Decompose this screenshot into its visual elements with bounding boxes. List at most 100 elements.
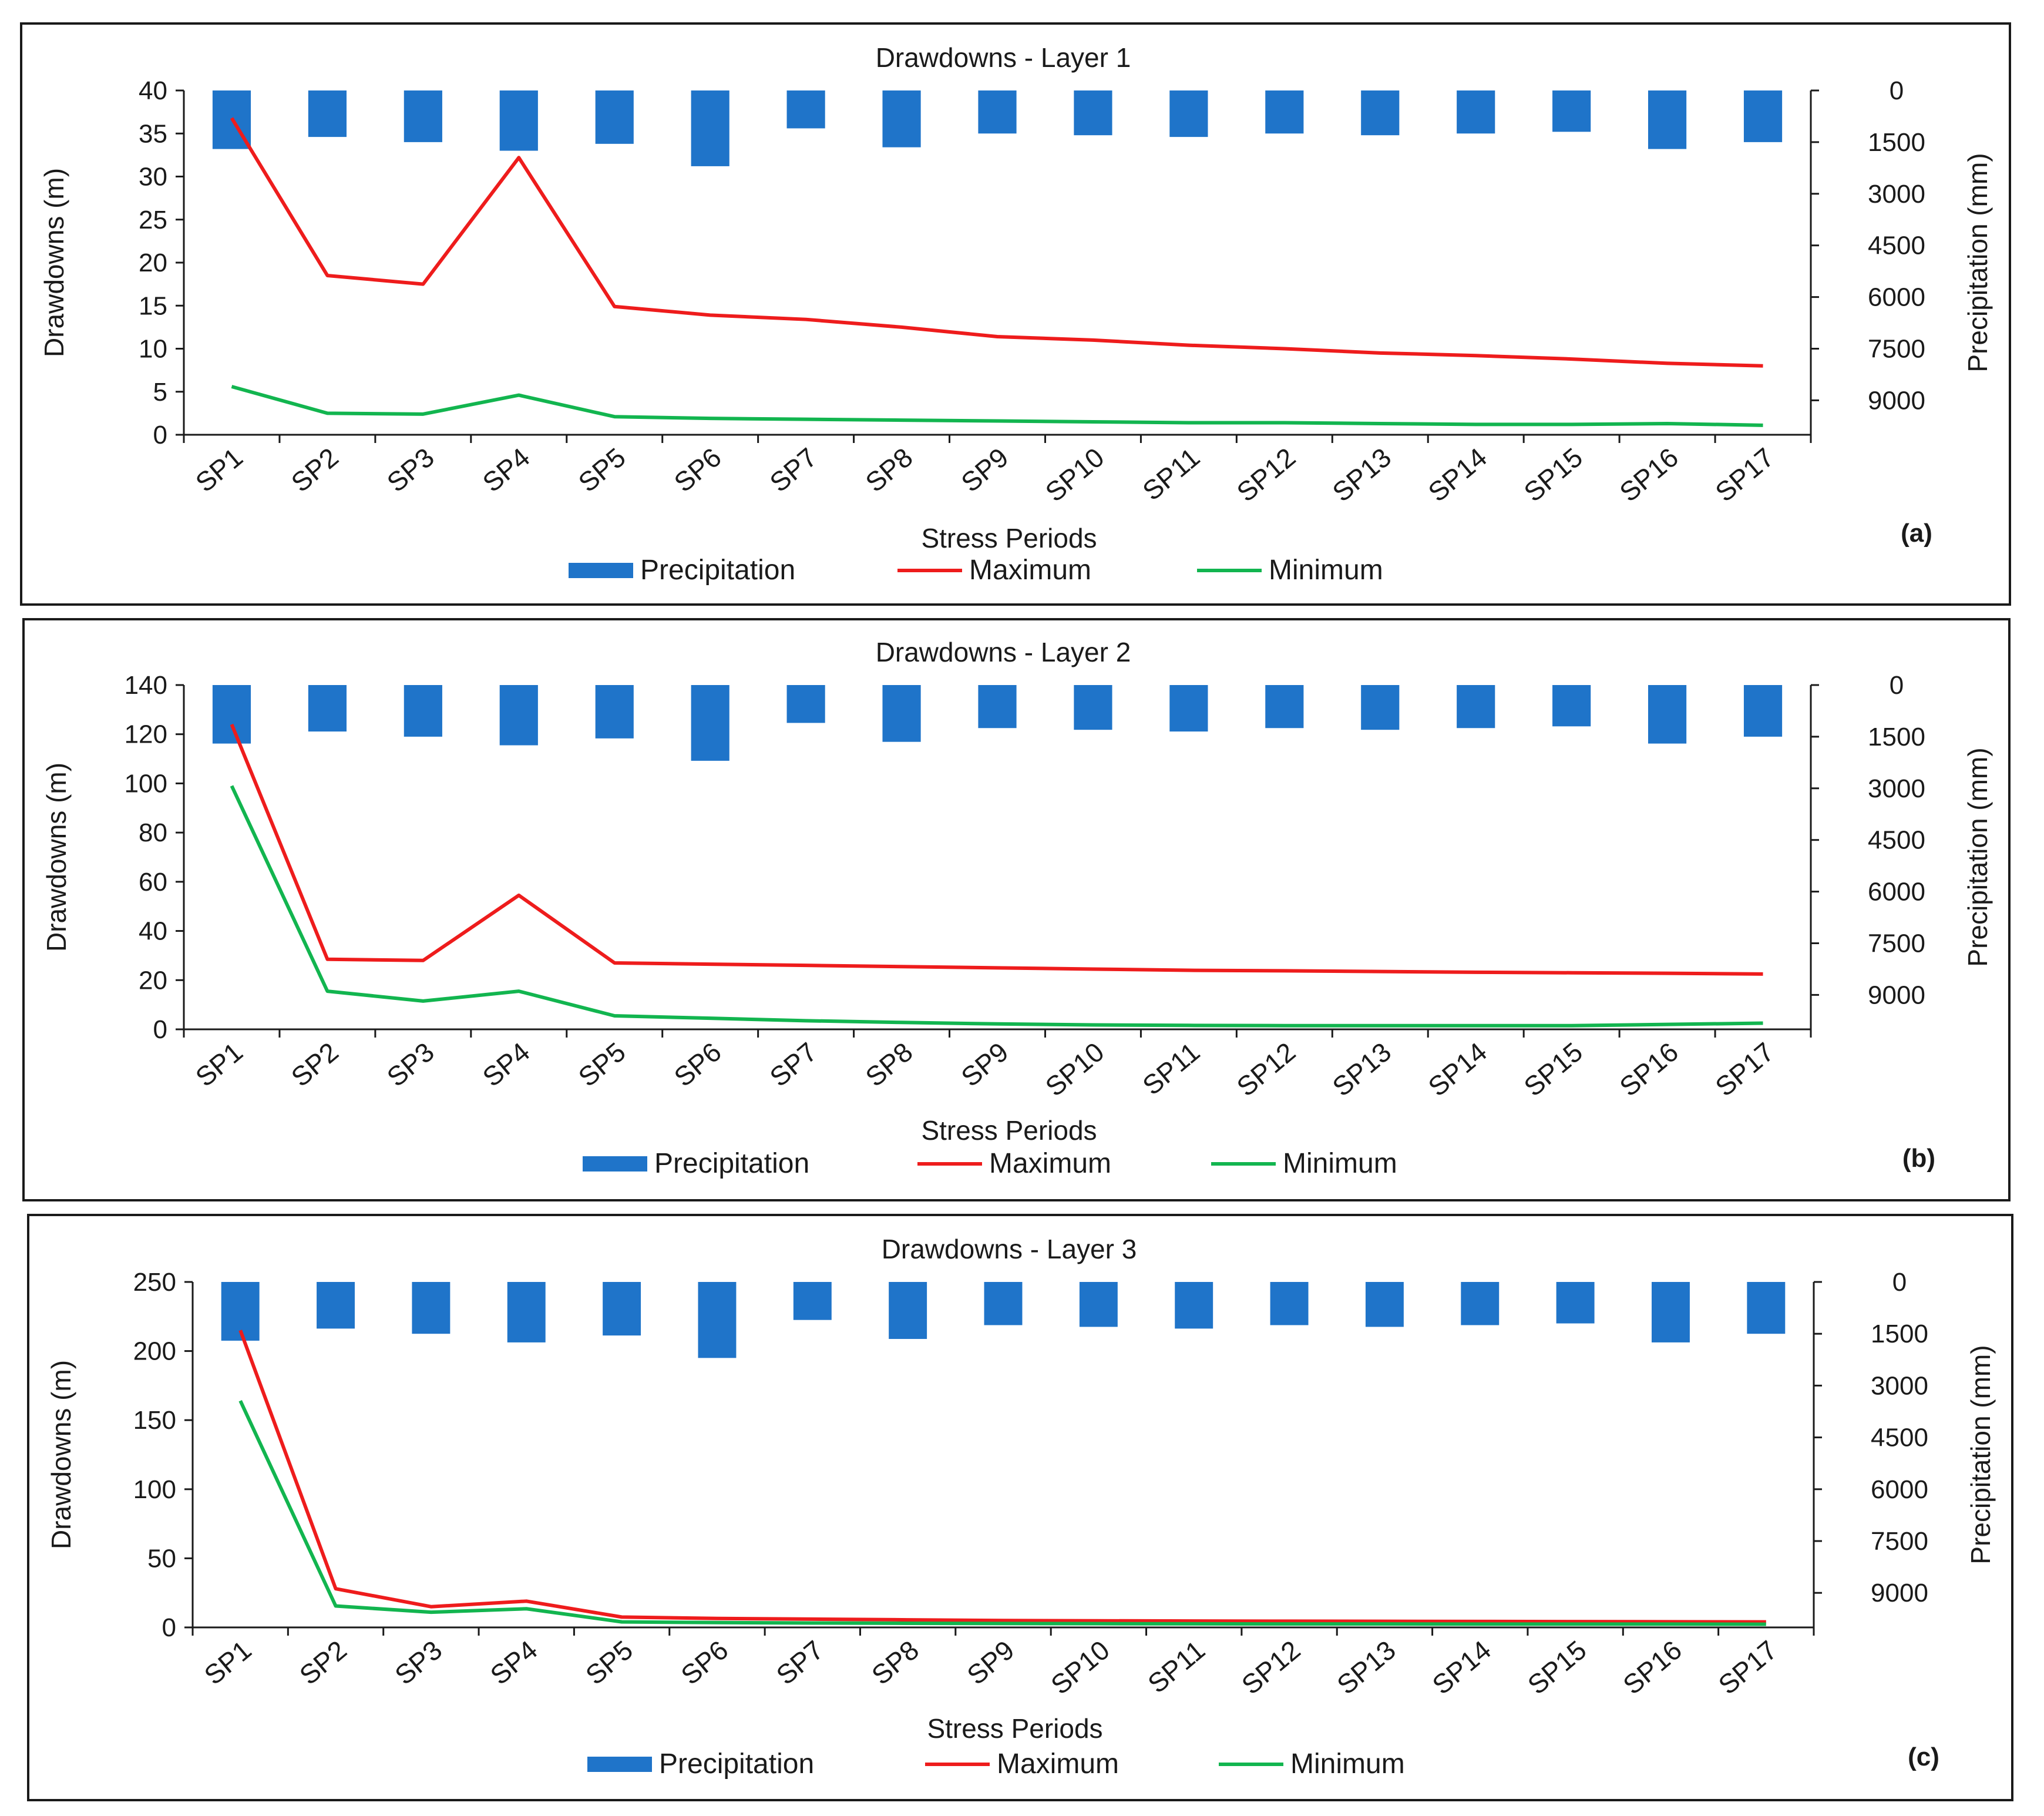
x-tick-label: SP17 — [1709, 1036, 1780, 1102]
x-tick-label: SP10 — [1045, 1634, 1115, 1700]
maximum-line — [238, 1330, 1766, 1624]
y-tick-label: 250 — [133, 1268, 176, 1297]
chart-panel-layer-2: Drawdowns - Layer 2 0 20 40 60 80 100 120 140 0 15… — [22, 618, 2011, 1201]
precipitation-bar — [1556, 1282, 1595, 1324]
precipitation-bar — [1743, 90, 1783, 142]
legend-label: Minimum — [1269, 555, 1383, 586]
precipitation-bar — [889, 1282, 927, 1340]
precipitation-bar — [793, 1282, 832, 1320]
x-tick-label: SP5 — [573, 442, 631, 498]
y-tick-label: 15 — [139, 291, 167, 320]
precipitation-bar — [882, 90, 921, 147]
x-tick-label: SP4 — [477, 442, 536, 498]
y2-tick-label: 7500 — [1871, 1527, 1928, 1556]
precipitation-bar — [1265, 90, 1304, 134]
x-tick-label: SP4 — [477, 1036, 536, 1093]
precipitation-bar — [603, 1282, 641, 1336]
x-tick-label: SP4 — [485, 1634, 543, 1691]
x-axis-label: Stress Periods — [921, 1115, 1097, 1146]
y-tick-label: 60 — [139, 868, 167, 897]
y-tick-label: 30 — [139, 163, 167, 192]
precipitation-bar — [984, 1282, 1023, 1325]
x-tick-label: SP13 — [1331, 1634, 1401, 1700]
legend-item-precipitation: Precipitation — [587, 1748, 814, 1780]
precipitation-bar — [1270, 1282, 1309, 1325]
minimum-line — [238, 1400, 1766, 1626]
y-tick-label: 80 — [139, 818, 167, 847]
x-tick-label: SP13 — [1327, 442, 1397, 508]
chart-layer-2: Drawdowns - Layer 2 0 20 40 60 80 100 120 140 0 15… — [41, 637, 1993, 1179]
y-tick-label: 40 — [139, 917, 167, 946]
x-tick-label: SP7 — [764, 442, 823, 498]
chart-layer-1: Drawdowns - Layer 1 0 5 10 15 20 25 30 35 40 0 1500… — [39, 42, 1993, 586]
y-axis-label: Drawdowns (m) — [41, 763, 72, 952]
x-tick-label: SP5 — [573, 1036, 631, 1093]
panel-label: (c) — [1908, 1743, 1939, 1771]
legend-item-minimum: Minimum — [1211, 1148, 1397, 1179]
precipitation-bar — [1648, 90, 1687, 149]
x-tick-label: SP14 — [1423, 1036, 1493, 1102]
y-tick-label: 20 — [139, 966, 167, 995]
precipitation-bar — [1074, 90, 1112, 136]
y2-tick-label: 7500 — [1868, 929, 1925, 958]
chart-title: Drawdowns - Layer 3 — [882, 1234, 1137, 1264]
x-axis-label: Stress Periods — [927, 1713, 1102, 1744]
y2-axis-label: Precipitation (mm) — [1962, 747, 1993, 966]
precipitation-bar — [317, 1282, 355, 1329]
x-tick-label: SP8 — [859, 1036, 918, 1093]
y-tick-label: 25 — [139, 206, 167, 234]
y2-tick-label: 0 — [1892, 1268, 1907, 1297]
precipitation-bar — [1175, 1282, 1213, 1329]
precipitation-bar — [786, 685, 825, 723]
x-tick-label: SP12 — [1236, 1634, 1306, 1700]
x-tick-label: SP1 — [199, 1634, 257, 1691]
precipitation-bar — [1743, 685, 1783, 737]
precipitation-bar — [978, 685, 1017, 729]
x-tick-label: SP2 — [294, 1634, 352, 1691]
precipitation-bar — [1079, 1282, 1118, 1327]
y-tick-label: 140 — [125, 671, 167, 700]
precipitation-bar — [507, 1282, 546, 1342]
y2-tick-label: 9000 — [1868, 981, 1925, 1009]
chart-panel-layer-3: Drawdowns - Layer 3 0 50 100 150 200 250 0 1500 3… — [27, 1214, 2013, 1801]
x-tick-label: SP6 — [668, 1036, 727, 1093]
x-tick-label: SP1 — [190, 1036, 248, 1093]
x-tick-label: SP11 — [1137, 1036, 1205, 1101]
y2-tick-label: 1500 — [1868, 128, 1925, 157]
legend-label: Maximum — [969, 555, 1091, 586]
x-tick-label: SP13 — [1327, 1036, 1397, 1102]
x-tick-label: SP6 — [668, 442, 727, 498]
y2-tick-label: 1500 — [1871, 1320, 1928, 1348]
precipitation-bar — [978, 90, 1017, 134]
x-tick-label: SP3 — [389, 1634, 448, 1691]
x-tick-label: SP3 — [381, 1036, 440, 1093]
y2-tick-label: 6000 — [1871, 1475, 1928, 1504]
precipitation-bar — [308, 90, 347, 137]
precipitation-bar — [499, 90, 538, 151]
legend-label: Precipitation — [659, 1748, 814, 1780]
x-tick-label: SP16 — [1613, 1036, 1684, 1102]
legend-label: Precipitation — [640, 555, 795, 586]
precipitation-bar — [1552, 90, 1591, 132]
precipitation-bar — [1457, 685, 1495, 729]
y-tick-label: 40 — [139, 76, 167, 105]
y-tick-label: 0 — [153, 1015, 167, 1044]
y2-tick-label: 3000 — [1868, 774, 1925, 803]
precipitation-bar — [882, 685, 921, 742]
chart-title: Drawdowns - Layer 2 — [876, 637, 1131, 667]
y-tick-label: 150 — [133, 1406, 176, 1435]
precipitation-bar — [1074, 685, 1112, 730]
legend-item-maximum: Maximum — [897, 555, 1091, 586]
x-tick-label: SP2 — [285, 1036, 344, 1093]
precipitation-bar — [691, 90, 729, 166]
panel-label: (a) — [1901, 519, 1932, 548]
y2-tick-label: 4500 — [1871, 1424, 1928, 1452]
chart-layer-3: Drawdowns - Layer 3 0 50 100 150 200 250 0 1500 3… — [46, 1234, 1996, 1780]
legend-label: Maximum — [997, 1748, 1119, 1780]
x-tick-label: SP1 — [190, 442, 248, 498]
y2-tick-label: 4500 — [1868, 826, 1925, 855]
legend-label: Minimum — [1290, 1748, 1405, 1780]
x-tick-label: SP11 — [1142, 1634, 1211, 1699]
y-tick-label: 120 — [125, 720, 167, 749]
legend-item-minimum: Minimum — [1219, 1748, 1405, 1780]
